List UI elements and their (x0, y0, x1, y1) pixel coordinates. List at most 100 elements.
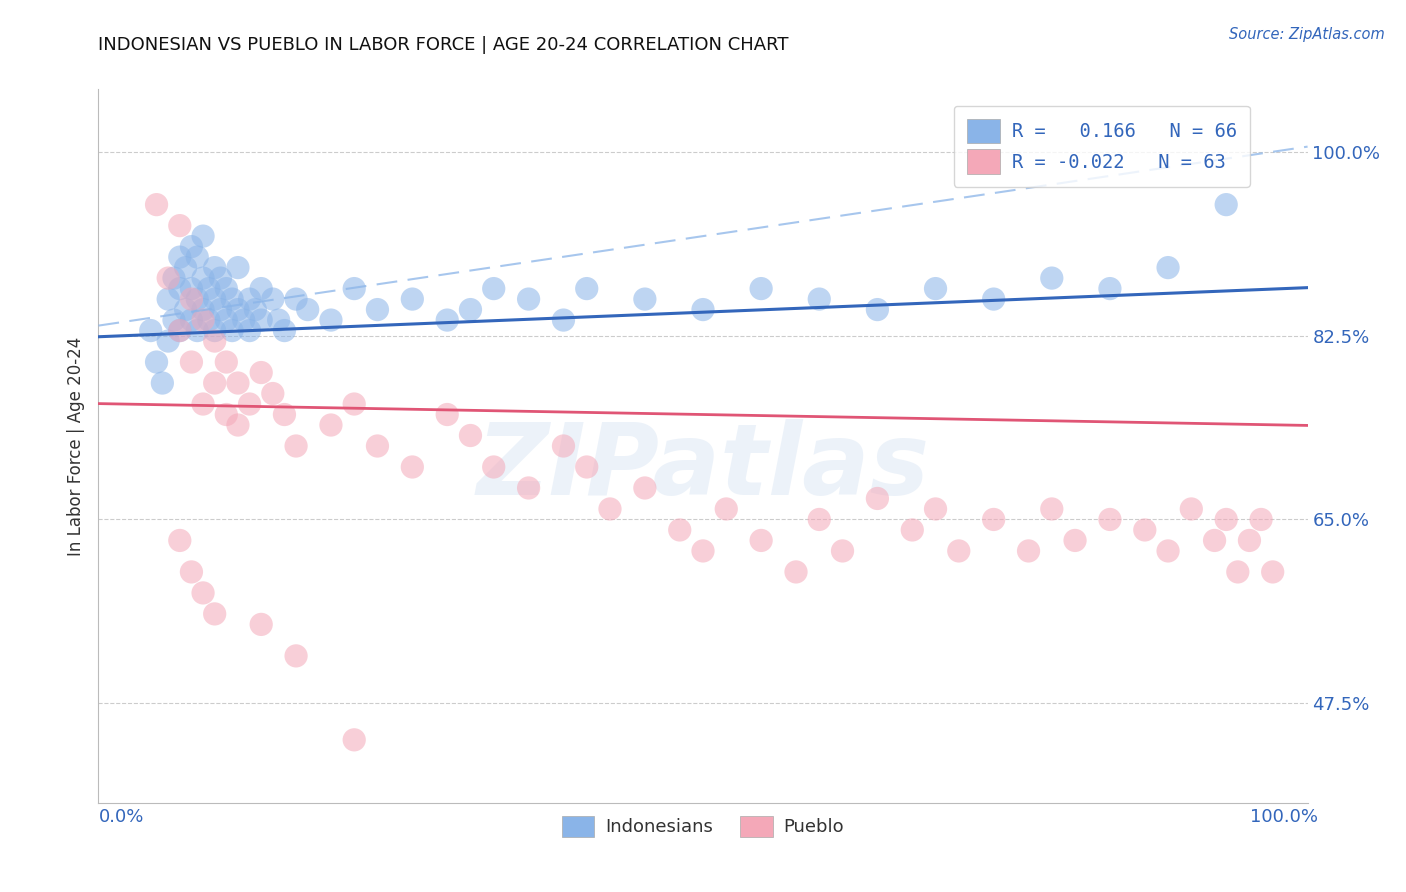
Point (191, 313, 214, 327)
Y-axis label: In Labor Force | Age 20-24: In Labor Force | Age 20-24 (66, 336, 84, 556)
Point (749, 282, 772, 296)
Point (460, 302, 482, 317)
Point (343, 397, 366, 411)
Point (866, 491, 889, 506)
Point (262, 386, 284, 401)
Point (215, 408, 238, 422)
Point (157, 292, 180, 306)
Point (1040, 271, 1063, 285)
Point (204, 334, 226, 348)
Point (482, 282, 505, 296)
Point (1098, 282, 1121, 296)
Point (1250, 512, 1272, 526)
Point (169, 250, 191, 264)
Point (517, 292, 540, 306)
Point (1180, 502, 1202, 516)
Point (831, 544, 853, 558)
Point (460, 428, 482, 442)
Point (180, 239, 202, 253)
Point (239, 397, 262, 411)
Point (482, 460, 505, 475)
Point (575, 460, 598, 475)
Point (226, 417, 249, 432)
Point (245, 302, 267, 317)
Point (198, 282, 221, 296)
Legend: Indonesians, Pueblo: Indonesians, Pueblo (554, 808, 852, 844)
Point (983, 512, 1005, 526)
Point (191, 397, 214, 411)
Point (204, 607, 226, 621)
Point (191, 271, 214, 285)
Point (1098, 512, 1121, 526)
Point (1215, 512, 1237, 526)
Point (169, 282, 191, 296)
Point (226, 302, 249, 317)
Point (366, 302, 388, 317)
Point (924, 282, 946, 296)
Point (924, 502, 946, 516)
Point (215, 313, 238, 327)
Point (180, 292, 202, 306)
Point (343, 732, 366, 747)
Point (204, 324, 226, 338)
Point (1261, 565, 1284, 579)
Point (808, 512, 831, 526)
Point (901, 523, 924, 537)
Point (250, 617, 273, 632)
Point (401, 460, 423, 475)
Point (319, 417, 342, 432)
Point (1064, 533, 1087, 548)
Point (209, 302, 232, 317)
Point (517, 481, 540, 495)
Point (1157, 544, 1180, 558)
Point (436, 313, 458, 327)
Point (1215, 197, 1237, 211)
Point (204, 260, 226, 275)
Point (668, 523, 690, 537)
Text: Source: ZipAtlas.com: Source: ZipAtlas.com (1229, 27, 1385, 42)
Point (273, 324, 295, 338)
Point (692, 302, 714, 317)
Point (157, 334, 180, 348)
Point (198, 313, 221, 327)
Point (226, 376, 249, 390)
Point (186, 324, 208, 338)
Point (749, 533, 772, 548)
Point (1157, 260, 1180, 275)
Point (262, 292, 284, 306)
Point (157, 271, 180, 285)
Point (692, 544, 714, 558)
Point (366, 439, 388, 453)
Point (204, 292, 226, 306)
Point (1018, 544, 1040, 558)
Point (174, 302, 197, 317)
Point (343, 282, 366, 296)
Point (250, 313, 273, 327)
Point (145, 355, 167, 369)
Point (186, 292, 208, 306)
Point (239, 324, 262, 338)
Point (285, 648, 308, 663)
Point (599, 502, 621, 516)
Point (285, 292, 308, 306)
Point (634, 292, 657, 306)
Point (191, 586, 214, 600)
Point (297, 302, 319, 317)
Point (186, 250, 208, 264)
Point (169, 219, 191, 233)
Point (191, 302, 214, 317)
Point (634, 481, 657, 495)
Point (267, 313, 290, 327)
Point (808, 292, 831, 306)
Point (1040, 502, 1063, 516)
Point (169, 533, 191, 548)
Point (163, 313, 186, 327)
Point (273, 408, 295, 422)
Point (174, 260, 197, 275)
Point (1204, 533, 1226, 548)
Point (169, 324, 191, 338)
Point (401, 292, 423, 306)
Point (1239, 533, 1261, 548)
Point (866, 302, 889, 317)
Point (436, 408, 458, 422)
